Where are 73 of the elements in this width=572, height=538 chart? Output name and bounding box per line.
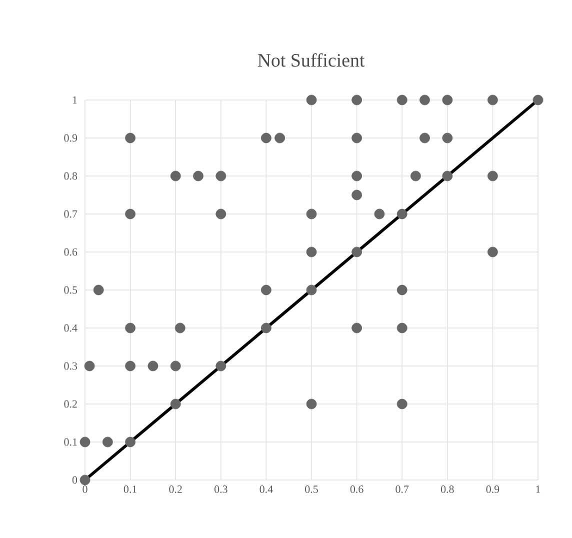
point [396,284,408,296]
point [352,322,362,334]
point [396,322,408,334]
point [274,132,285,144]
x-tick-label: 0.1 [124,486,136,493]
point [306,94,317,106]
y-tick-label: 0.6 [64,248,78,256]
point [261,284,272,296]
y-tick-label: 0.8 [64,172,78,180]
point [488,170,498,182]
y-tick-label: 0.5 [64,286,78,294]
point [352,94,362,106]
point [488,94,498,106]
y-tick-label: 0.4 [64,324,78,332]
point [442,170,453,182]
point [374,208,385,220]
y-tick-label: 0.3 [64,362,78,370]
point [170,360,181,372]
point [170,170,181,182]
point [216,170,226,182]
point [125,322,136,334]
x-tick-label: 0 [82,486,88,493]
point [352,246,362,258]
point [80,474,90,486]
y-tick-label: 0.9 [64,134,78,142]
point [80,436,90,448]
point [261,322,272,334]
x-tick-label: 0.7 [396,486,409,493]
point [306,208,317,220]
point [84,360,95,372]
y-tick-label: 0.1 [64,438,77,446]
x-tick-label: 0.9 [486,486,500,493]
point [442,94,453,106]
point [306,284,317,296]
point [261,132,272,144]
x-tick-label: 0.8 [440,486,454,493]
point [93,284,104,296]
x-tick-label: 0.6 [350,486,364,493]
point [420,94,430,106]
point [352,170,362,182]
y-tick-label: 0 [72,476,78,484]
y-tick-label: 0.2 [64,400,77,408]
y-tick-label: 1 [72,96,77,104]
point [148,360,158,372]
x-tick-label: 0.4 [260,486,273,493]
y-tick-label: 0.7 [64,210,78,218]
point [193,170,204,182]
point [396,94,408,106]
point [174,322,186,334]
point [306,398,317,410]
point [216,360,226,372]
point [102,436,113,448]
point [352,132,362,144]
point [532,94,544,106]
x-tick-label: 0.2 [169,486,182,493]
point [170,398,181,410]
x-tick-label: 1 [536,486,540,493]
point [420,132,430,144]
x-tick-label: 0.3 [214,486,228,493]
point [488,246,498,258]
point [410,170,421,182]
point [125,360,136,372]
point [125,132,136,144]
x-tick-label: 0.5 [305,486,318,493]
chart-title: Not Sufficient [258,53,365,67]
point [125,436,136,448]
point [396,398,408,410]
point [442,132,453,144]
point [306,246,317,258]
point [216,208,226,220]
point [396,208,408,220]
point [125,208,136,220]
point [352,190,362,200]
